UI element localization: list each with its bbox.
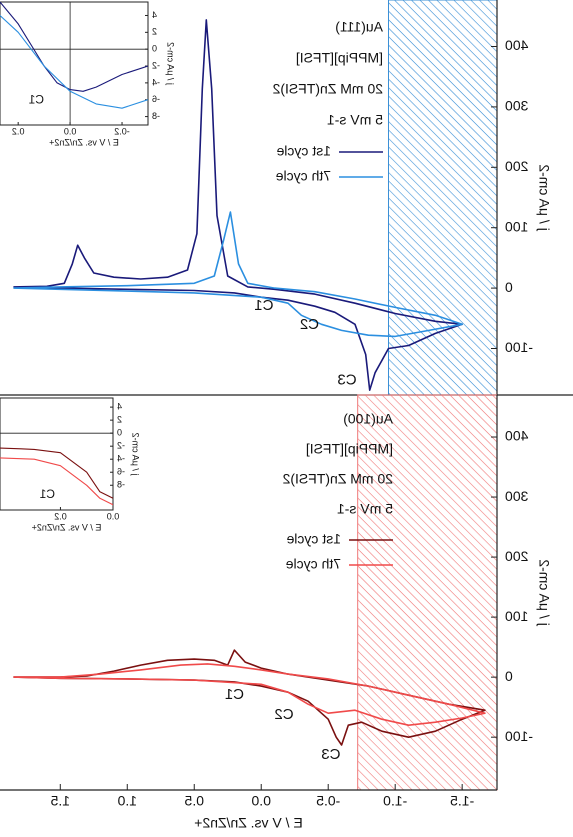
peak-label: C3 <box>337 371 356 388</box>
y-axis-label: j / μA cm-2 <box>536 559 552 627</box>
inset-background <box>0 397 114 511</box>
shaded-region <box>357 394 498 791</box>
y-tick-label: 0 <box>152 44 157 54</box>
series-clip <box>13 19 463 391</box>
condition-label: Au(100) <box>343 411 393 427</box>
series-clip <box>0 447 113 499</box>
y-tick-label: 100 <box>505 608 529 624</box>
y-tick-label: 300 <box>505 98 529 114</box>
cv-curve <box>0 447 113 499</box>
y-axis-label: j / μA cm-2 <box>166 42 176 86</box>
x-tick-label: 0.0 <box>251 793 271 809</box>
y-axis-label: j / μA cm-2 <box>131 433 141 477</box>
condition-label: 5 mV s-1 <box>337 501 393 517</box>
y-tick-label: -100 <box>505 339 533 355</box>
legend-label: 7th cycle <box>286 556 341 572</box>
y-tick-label: 300 <box>505 488 529 504</box>
y-tick-label: 4 <box>117 401 122 411</box>
condition-label: [MPPip][TFSI] <box>296 50 383 66</box>
peak-label: C1 <box>225 686 244 703</box>
legend-label: 7th cycle <box>276 168 331 184</box>
condition-label: [MPPip][TFSI] <box>306 441 393 457</box>
legend-label: 1st cycle <box>276 143 331 159</box>
peak-label: C1 <box>39 487 55 501</box>
peak-label: C2 <box>300 316 319 333</box>
x-axis-label: E / V vs. Zn/Zn2+ <box>32 522 102 532</box>
y-tick-label: 400 <box>505 428 529 444</box>
x-tick-label: 0.2 <box>12 126 25 136</box>
cv-curve <box>13 211 463 338</box>
condition-label: 20 mM Zn(TFSI)2 <box>272 81 383 97</box>
condition-label: 20 mM Zn(TFSI)2 <box>282 471 393 487</box>
x-axis-label: E / V vs. Zn/Zn2+ <box>49 137 119 147</box>
y-tick-label: -100 <box>505 728 533 744</box>
y-tick-label: -4 <box>152 77 160 87</box>
y-tick-label: 4 <box>152 10 157 20</box>
cv-curve <box>0 15 148 109</box>
cv-curve <box>0 457 113 506</box>
y-tick-label: 200 <box>505 548 529 564</box>
y-tick-label: -2 <box>117 441 125 451</box>
cv-curve <box>13 663 486 726</box>
y-tick-label: 0 <box>117 428 122 438</box>
series-clip <box>0 457 113 506</box>
y-tick-label: 400 <box>505 37 529 53</box>
series-clip <box>13 663 486 726</box>
condition-label: 5 mV s-1 <box>327 112 383 128</box>
legend-label: 1st cycle <box>286 531 341 547</box>
series-clip <box>0 15 148 109</box>
y-tick-label: -6 <box>117 467 125 477</box>
x-tick-label: -1.0 <box>383 793 407 809</box>
y-tick-label: -4 <box>117 454 125 464</box>
y-tick-label: 200 <box>505 158 529 174</box>
x-tick-label: 0.0 <box>107 511 120 521</box>
x-tick-label: 0.2 <box>54 511 67 521</box>
peak-label: C1 <box>28 93 44 107</box>
y-tick-label: 2 <box>117 415 122 425</box>
x-tick-label: 1.0 <box>117 793 137 809</box>
x-tick-label: -0.2 <box>114 126 130 136</box>
shaded-region <box>387 0 498 396</box>
x-tick-label: 0.0 <box>64 126 77 136</box>
cv-curve <box>13 19 463 391</box>
peak-label: C3 <box>321 746 340 763</box>
y-tick-label: 100 <box>505 218 529 234</box>
y-tick-label: 2 <box>152 27 157 37</box>
y-axis-label: j / μA cm-2 <box>536 164 552 232</box>
inset-background <box>0 1 149 126</box>
y-tick-label: 0 <box>505 279 513 295</box>
x-tick-label: -0.5 <box>316 793 340 809</box>
peak-label: C2 <box>274 706 293 723</box>
y-tick-label: -8 <box>117 480 125 490</box>
condition-label: Au(111) <box>335 19 383 35</box>
x-tick-label: 0.5 <box>184 793 204 809</box>
x-tick-label: -1.5 <box>450 793 474 809</box>
series-clip <box>0 2 148 92</box>
series-clip <box>13 211 463 338</box>
peak-label: C1 <box>254 297 273 314</box>
y-tick-label: -2 <box>152 60 160 70</box>
y-tick-label: 0 <box>505 668 513 684</box>
cv-curve <box>0 2 148 92</box>
x-tick-label: 1.5 <box>50 793 70 809</box>
y-tick-label: -6 <box>152 94 160 104</box>
y-tick-label: -8 <box>152 111 160 121</box>
x-axis-label: E / V vs. Zn/Zn2+ <box>194 815 303 831</box>
